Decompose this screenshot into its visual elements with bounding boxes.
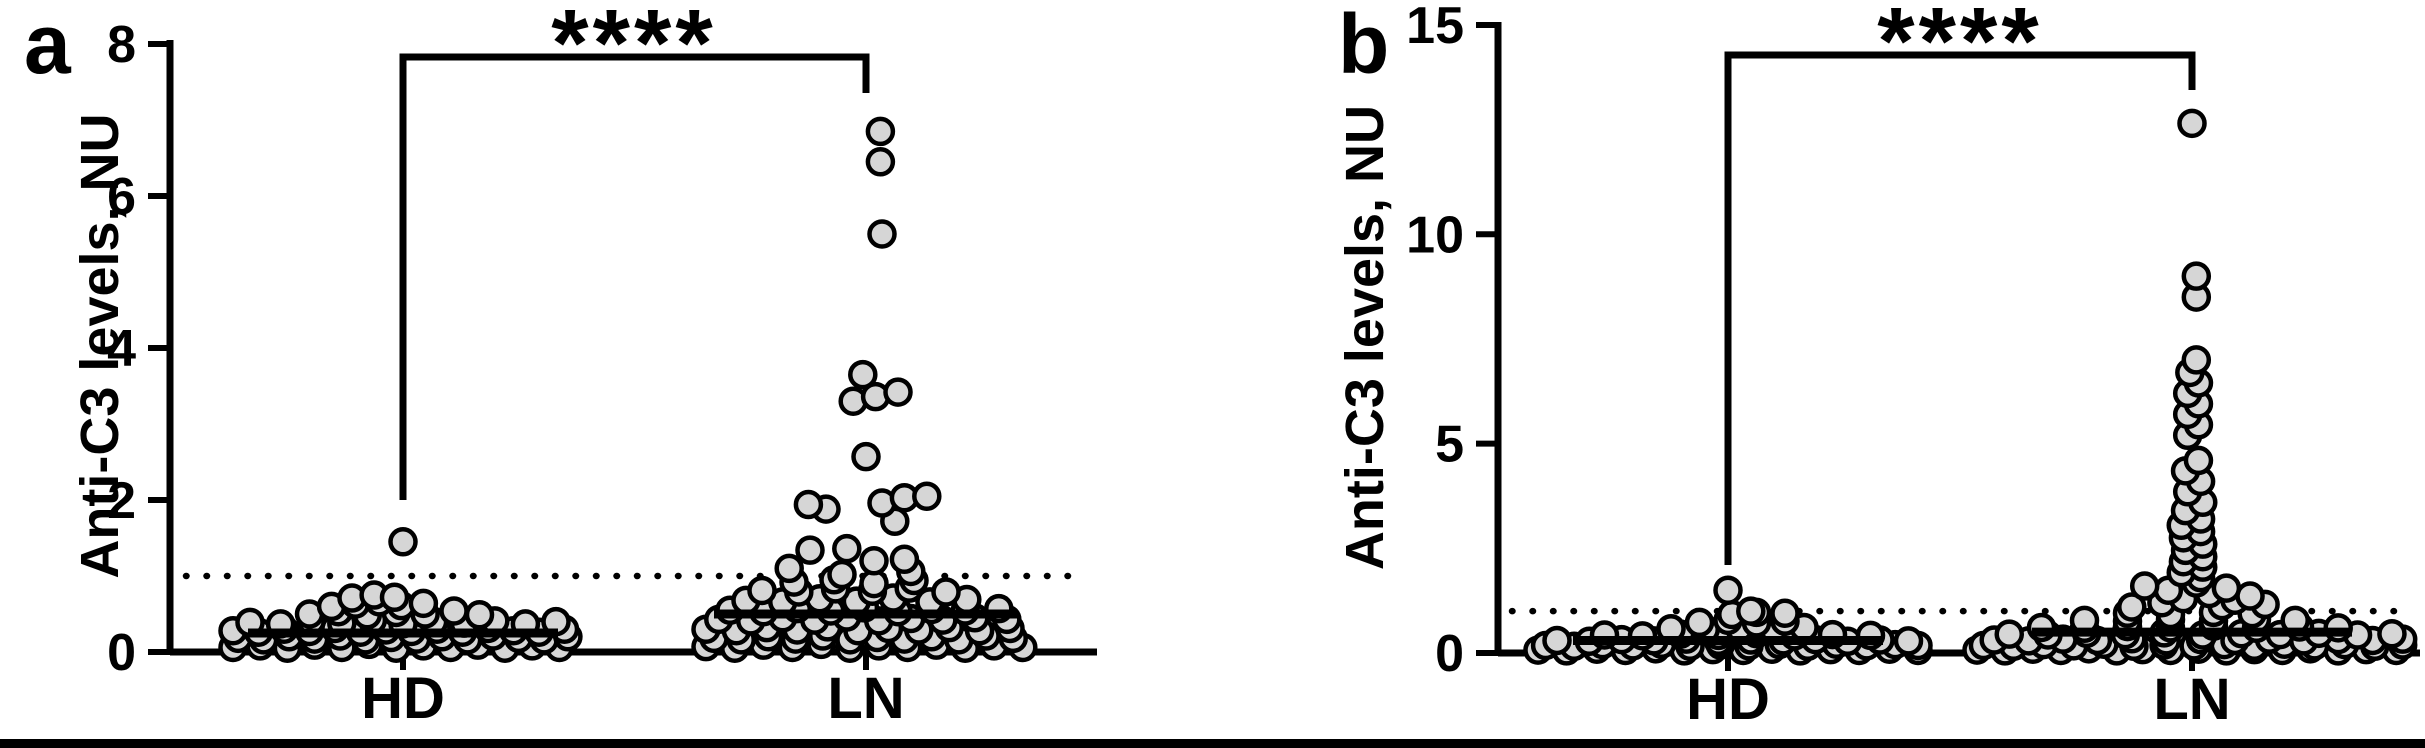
y-tick-label: 15 [1406,0,1464,55]
data-point [388,527,418,557]
data-point [912,481,942,511]
data-point [2211,573,2242,603]
data-point [408,588,439,619]
points-LN [691,116,1038,663]
data-point [851,441,881,472]
data-point [832,533,862,564]
points-LN [1962,108,2418,666]
figure-bottom-border [0,739,2425,748]
data-point [865,116,896,147]
panel-a: 0 2 4 6 8 Anti-C3 levels, NU HD LN **** [70,0,1097,731]
data-point [795,535,825,565]
data-point [1994,619,2024,649]
data-point [793,489,824,520]
y-tick-label: 0 [107,624,136,682]
significance-stars: **** [551,0,716,97]
data-point [2129,571,2160,601]
panel-a-letter: a [24,0,71,91]
data-point [883,377,913,407]
data-point [2117,592,2147,622]
group-label: LN [2153,667,2230,732]
y-axis-title: Anti-C3 levels, NU [70,113,130,578]
data-point [464,600,495,630]
significance-bracket [1724,51,2196,565]
y-tick-label: 2 [107,472,136,530]
y-tick-label: 0 [1435,625,1464,683]
data-point [2377,618,2407,649]
y-tick-label: 4 [107,320,136,378]
data-point [848,359,878,390]
y-tick-label: 6 [107,168,136,226]
significance-bracket [399,53,870,500]
group-label: HD [1686,667,1770,732]
data-point [859,546,889,576]
data-point [2181,345,2212,375]
data-point [1893,626,1924,656]
data-point [2177,108,2207,139]
panel-b-letter: b [1338,0,1390,91]
data-point [379,582,410,613]
data-point [747,575,777,606]
data-point [1684,607,1715,638]
data-point [439,596,469,626]
data-point [931,577,961,607]
data-point [2235,581,2265,611]
points-HD [1523,575,1933,666]
data-point [1713,575,1743,605]
data-point [865,147,896,177]
data-point [889,544,920,575]
data-point [1542,625,1572,656]
y-tick-label: 10 [1406,206,1464,264]
y-axis-title: Anti-C3 levels, NU [1335,105,1395,570]
data-point [2183,445,2214,476]
data-point [827,559,857,590]
y-tick-label: 5 [1435,416,1464,474]
data-point [1736,596,1766,626]
group-label: HD [361,666,445,731]
group-label: LN [827,666,904,731]
significance-stars: **** [1877,0,2042,95]
data-point [1770,598,1800,628]
data-point [774,553,804,584]
data-point [2181,261,2212,291]
y-tick-label: 8 [107,16,136,74]
data-point [867,219,897,249]
points-HD [218,527,583,663]
